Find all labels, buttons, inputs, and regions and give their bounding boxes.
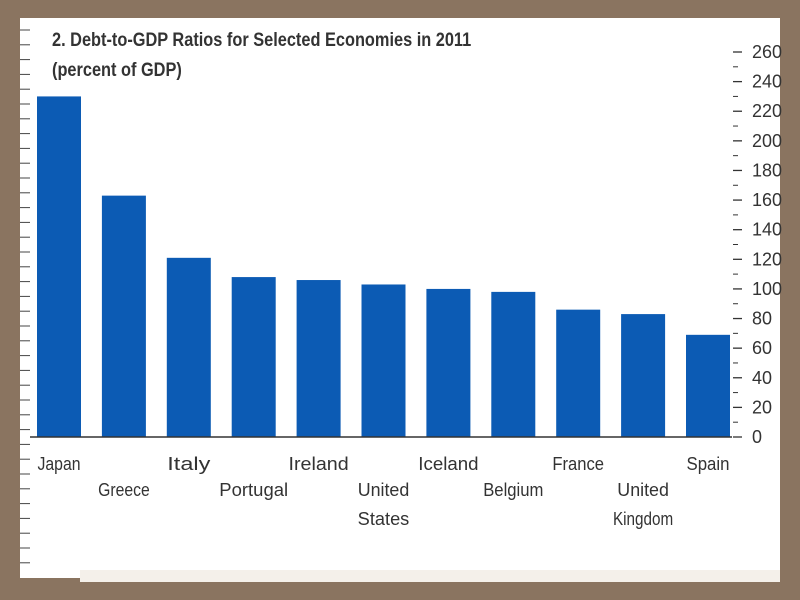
bar-japan: [37, 96, 81, 437]
chart-subtitle: (percent of GDP): [52, 60, 182, 81]
x-label-belgium: Belgium: [483, 480, 543, 500]
x-label-greece: Greece: [98, 480, 150, 500]
bar-portugal: [231, 277, 276, 437]
bar-ireland: [296, 280, 341, 437]
x-label-iceland: Iceland: [418, 454, 478, 474]
x-label-spain: Spain: [687, 454, 730, 474]
x-label-united-states: United States: [358, 480, 410, 529]
bar-italy: [166, 257, 211, 437]
y-tick-label: 220: [752, 101, 782, 121]
x-label-italy: Italy: [167, 454, 210, 474]
x-label-ireland: Ireland: [289, 454, 349, 474]
y-tick-label: 200: [752, 131, 782, 151]
bar-iceland: [426, 288, 471, 437]
x-label-portugal: Portugal: [219, 480, 288, 500]
x-label-france: France: [552, 454, 604, 474]
bars: [37, 96, 730, 437]
left-decorative-ticks: [20, 29, 30, 564]
y-tick-label: 260: [752, 42, 782, 62]
bar-spain: [686, 334, 730, 437]
bottom-strip: [80, 570, 780, 582]
y-tick-label: 80: [752, 309, 772, 329]
y-tick-label: 0: [752, 427, 762, 447]
y-tick-label: 240: [752, 72, 782, 92]
bar-united-states: [361, 284, 406, 437]
bar-united-kingdom: [621, 314, 666, 437]
y-tick-label: 180: [752, 160, 782, 180]
bar-greece: [101, 195, 146, 437]
bar-france: [556, 309, 601, 437]
y-tick-label: 160: [752, 190, 782, 210]
y-tick-label: 60: [752, 338, 772, 358]
y-tick-label: 120: [752, 249, 782, 269]
y-axis-ticks: 0 20 40 60 80 100 120 140 160 180 200 220 240 260: [733, 42, 782, 447]
y-tick-label: 20: [752, 397, 772, 417]
x-label-japan: Japan: [38, 454, 81, 474]
x-label-united-kingdom: United Kingdom: [613, 480, 673, 529]
y-tick-label: 140: [752, 220, 782, 240]
chart-title: 2. Debt-to-GDP Ratios for Selected Econo…: [52, 30, 472, 51]
y-tick-label: 40: [752, 368, 772, 388]
bar-belgium: [491, 291, 536, 437]
y-tick-label: 100: [752, 279, 782, 299]
